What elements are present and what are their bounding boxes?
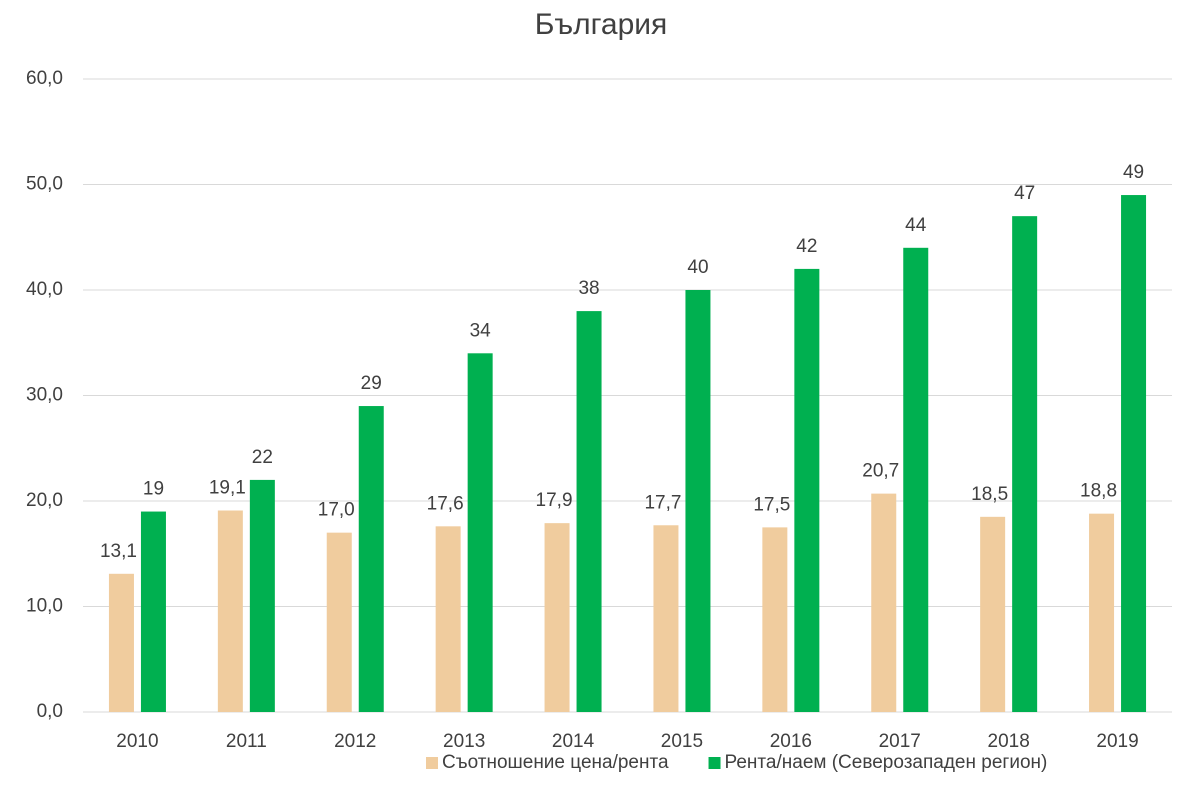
- x-tick-label: 2011: [226, 731, 267, 752]
- bar: [435, 526, 461, 712]
- bar: [685, 290, 711, 712]
- x-tick-label: 2019: [1096, 731, 1138, 752]
- data-label: 17,0: [318, 500, 355, 521]
- data-label: 17,7: [644, 492, 681, 513]
- x-tick-label: 2015: [661, 731, 703, 752]
- data-label: 49: [1123, 162, 1144, 183]
- x-tick-label: 2013: [443, 731, 485, 752]
- bar: [871, 493, 897, 712]
- y-tick-label: 60,0: [26, 68, 63, 89]
- y-tick-label: 10,0: [26, 596, 63, 617]
- bar: [653, 525, 679, 712]
- x-tick-label: 2010: [116, 731, 158, 752]
- data-label: 22: [252, 447, 273, 468]
- bar: [358, 406, 384, 712]
- data-label: 40: [687, 257, 708, 278]
- y-tick-label: 0,0: [37, 701, 63, 722]
- y-tick-label: 40,0: [26, 279, 63, 300]
- legend-swatch: [426, 757, 438, 769]
- bar: [1089, 513, 1115, 712]
- y-tick-label: 30,0: [26, 385, 63, 406]
- bar: [108, 573, 134, 712]
- x-tick-label: 2018: [988, 731, 1030, 752]
- data-label: 17,9: [536, 490, 573, 511]
- data-label: 17,5: [753, 494, 790, 515]
- chart-title: България: [535, 8, 668, 41]
- bar: [140, 511, 166, 712]
- bar: [576, 311, 602, 712]
- bar: [980, 516, 1006, 712]
- data-label: 29: [361, 373, 382, 394]
- x-tick-label: 2016: [770, 731, 812, 752]
- data-label: 18,5: [971, 484, 1008, 505]
- data-label: 42: [796, 236, 817, 257]
- bar: [467, 353, 493, 712]
- bar: [249, 479, 275, 712]
- x-tick-label: 2017: [879, 731, 921, 752]
- bar: [326, 532, 352, 712]
- data-label: 38: [578, 278, 599, 299]
- data-label: 44: [905, 215, 927, 236]
- bar: [903, 247, 929, 713]
- data-label: 13,1: [100, 541, 137, 562]
- legend-swatch: [708, 757, 721, 769]
- data-label: 18,8: [1080, 481, 1117, 502]
- x-tick-label: 2014: [552, 731, 595, 752]
- data-label: 20,7: [862, 461, 899, 482]
- bar: [762, 527, 788, 712]
- legend-label: Съотношение цена/рента: [442, 752, 669, 773]
- data-label: 17,6: [427, 493, 464, 514]
- y-tick-label: 50,0: [26, 174, 63, 195]
- data-label: 19,1: [209, 478, 246, 499]
- x-tick-label: 2012: [334, 731, 376, 752]
- bar: [794, 268, 820, 712]
- bar: [1012, 216, 1038, 712]
- y-tick-label: 20,0: [26, 490, 63, 511]
- legend-label: Рента/наем (Северозападен регион): [725, 752, 1048, 773]
- bar: [1121, 195, 1147, 713]
- bar: [544, 523, 570, 712]
- data-label: 19: [143, 479, 164, 500]
- data-label: 34: [470, 320, 492, 341]
- data-label: 47: [1014, 183, 1035, 204]
- bar: [217, 510, 243, 712]
